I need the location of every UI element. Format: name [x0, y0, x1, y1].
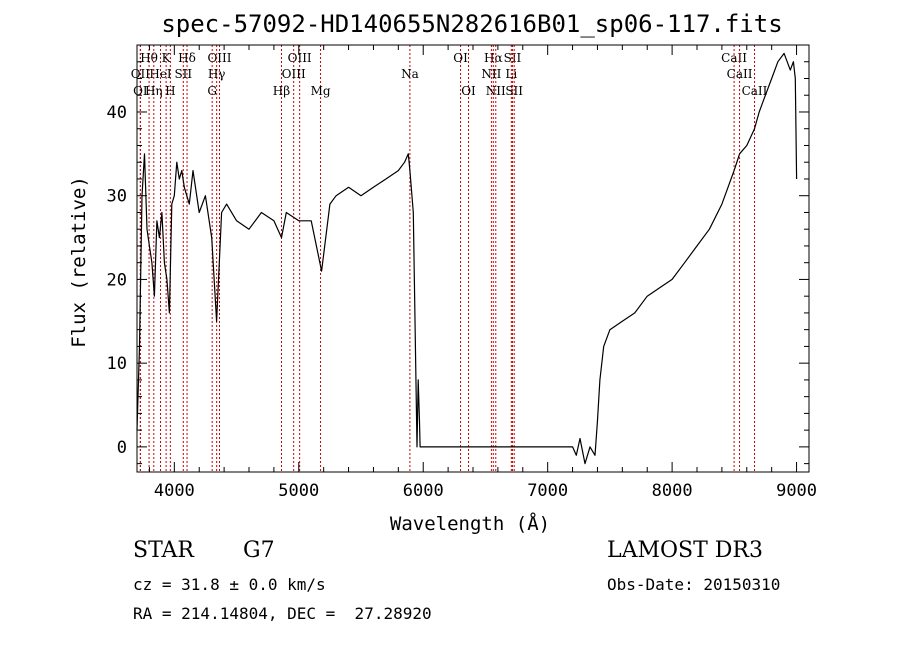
y-tick-label: 30: [107, 187, 127, 207]
marker-label: Mg: [311, 84, 331, 98]
marker-label: OIII: [282, 67, 306, 81]
marker-label: Hγ: [208, 67, 226, 81]
marker-label: OI: [461, 84, 476, 98]
marker-label: Li: [505, 67, 517, 81]
marker-label: Hδ: [178, 51, 196, 65]
y-axis-label: Flux (relative): [68, 176, 90, 348]
marker-label: K: [162, 51, 172, 65]
plot-frame: [136, 44, 810, 473]
marker-label: SII: [174, 67, 192, 81]
chart-title: spec-57092-HD140655N282616B01_sp06-117.f…: [161, 10, 782, 38]
marker-label: SII: [505, 84, 523, 98]
axes: 4000 5000 6000 7000 8000 9000 0 10 20 30 40: [107, 44, 817, 501]
marker-label: Hη: [145, 84, 163, 98]
marker-label: NII: [486, 84, 506, 98]
x-tick-label: 8000: [652, 481, 693, 501]
y-tick-label: 20: [107, 270, 127, 290]
marker-label: SII: [504, 51, 522, 65]
x-axis-label: Wavelength (Å): [390, 512, 550, 535]
marker-label: Na: [401, 67, 419, 81]
survey-label: LAMOST DR3: [607, 538, 763, 563]
y-tick-label: 10: [107, 354, 127, 374]
obs-date: Obs-Date: 20150310: [607, 575, 781, 594]
marker-label: Hθ: [140, 51, 158, 65]
x-tick-label: 7000: [527, 481, 568, 501]
spectrum-series: [136, 52, 798, 465]
x-tick-label: 6000: [403, 481, 444, 501]
marker-label: HeI: [149, 67, 172, 81]
marker-label: Hβ: [273, 84, 290, 98]
redshift-readout: cz = 31.8 ± 0.0 km/s: [133, 575, 326, 594]
spectrum-line-0: [136, 52, 798, 465]
y-tick-label: 40: [107, 103, 127, 123]
marker-label: OI: [453, 51, 468, 65]
marker-label: OIII: [288, 51, 312, 65]
x-tick-label: 5000: [278, 481, 319, 501]
x-tick-label: 4000: [154, 481, 195, 501]
marker-label: NII: [481, 67, 501, 81]
object-class: STAR: [133, 538, 194, 563]
marker-label: OIII: [207, 51, 231, 65]
marker-label: CaII: [721, 51, 747, 65]
marker-label: CaII: [742, 84, 768, 98]
object-subclass: G7: [243, 538, 275, 563]
marker-label: H: [165, 84, 175, 98]
marker-label: G: [207, 84, 217, 98]
marker-label: CaII: [727, 67, 753, 81]
coordinates: RA = 214.14804, DEC = 27.28920: [133, 604, 432, 623]
y-tick-label: 0: [117, 438, 127, 458]
marker-label: Hα: [484, 51, 503, 65]
x-tick-label: 9000: [776, 481, 817, 501]
